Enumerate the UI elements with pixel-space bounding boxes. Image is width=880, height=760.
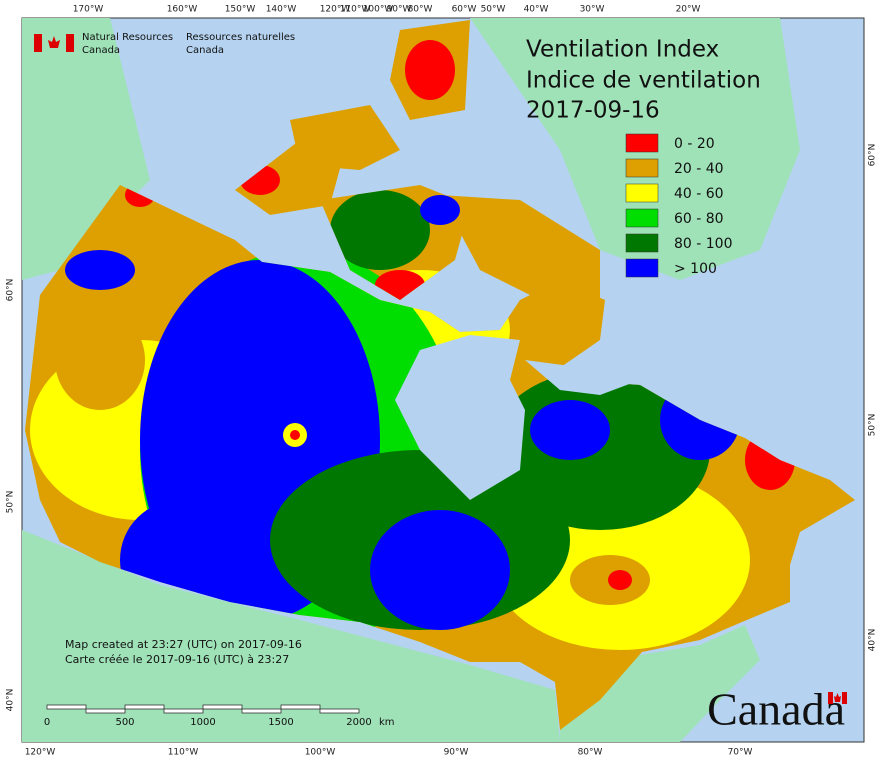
legend-swatch	[625, 258, 659, 278]
scale-unit: km	[379, 717, 395, 728]
longitude-label: 50°W	[481, 5, 506, 15]
scale-segment	[202, 704, 243, 710]
agency-fr-2: Canada	[186, 45, 224, 56]
longitude-label: 140°W	[266, 5, 297, 15]
scale-segment	[46, 704, 87, 710]
longitude-label: 110°W	[340, 5, 371, 15]
longitude-label: 160°W	[167, 5, 198, 15]
scale-label: 0	[44, 717, 50, 728]
scale-segment	[85, 708, 126, 714]
scale-label: 500	[115, 717, 134, 728]
legend-swatch	[625, 208, 659, 228]
scale-segment	[319, 708, 360, 714]
created-en: Map created at 23:27 (UTC) on 2017-09-16	[65, 638, 302, 651]
legend-swatch	[625, 233, 659, 253]
footer: Map created at 23:27 (UTC) on 2017-09-16…	[65, 638, 302, 666]
longitude-label: 120°W	[320, 5, 351, 15]
longitude-label: 110°W	[168, 748, 199, 758]
wordmark-flag	[828, 692, 847, 704]
longitude-label: 80°W	[408, 5, 433, 15]
latitude-label: 50°N	[868, 414, 878, 437]
latitude-label: 60°N	[868, 144, 878, 167]
legend-label: > 100	[674, 261, 717, 277]
latitude-label: 60°N	[6, 279, 16, 302]
longitude-label: 90°W	[444, 748, 469, 758]
longitude-label: 40°W	[524, 5, 549, 15]
legend-label: 40 - 60	[674, 186, 724, 202]
scale-bar: 0 500 1000 1500 2000 km	[44, 704, 395, 728]
legend: 0 - 20 20 - 40 40 - 60 60 - 80 80 - 100 > 100	[625, 133, 733, 278]
scale-label: 1500	[268, 717, 293, 728]
longitude-label: 90°W	[387, 5, 412, 15]
scale-segment	[241, 708, 282, 714]
scale-label: 2000	[346, 717, 371, 728]
longitude-label: 100°W	[305, 748, 336, 758]
longitude-label: 120°W	[25, 748, 56, 758]
longitude-label: 150°W	[225, 5, 256, 15]
canada-wordmark: Canada	[707, 684, 845, 735]
scale-segment	[163, 708, 204, 714]
legend-swatch	[625, 183, 659, 203]
latitude-label: 50°N	[6, 491, 16, 514]
scale-label: 1000	[190, 717, 215, 728]
longitude-label: 70°W	[728, 748, 753, 758]
latitude-label: 40°N	[868, 629, 878, 652]
header: Natural Resources Canada Ressources natu…	[34, 32, 295, 56]
title-en: Ventilation Index	[526, 37, 719, 63]
title: Ventilation Index Indice de ventilation …	[526, 37, 761, 124]
agency-en-2: Canada	[82, 45, 120, 56]
legend-label: 80 - 100	[674, 236, 733, 252]
scale-segment	[280, 704, 321, 710]
created-fr: Carte créée le 2017-09-16 (UTC) à 23:27	[65, 653, 289, 666]
longitude-label: 170°W	[73, 5, 104, 15]
legend-swatch	[625, 133, 659, 153]
longitude-label: 20°W	[676, 5, 701, 15]
legend-label: 20 - 40	[674, 161, 724, 177]
legend-label: 60 - 80	[674, 211, 724, 227]
title-fr: Indice de ventilation	[526, 68, 761, 94]
agency-en-1: Natural Resources	[82, 32, 173, 43]
longitude-label: 30°W	[580, 5, 605, 15]
graticule-labels: 170°W 160°W 150°W 140°W 120°W110°W100°W90°W8…	[6, 5, 878, 758]
legend-swatch	[625, 158, 659, 178]
title-date: 2017-09-16	[526, 98, 660, 124]
legend-label: 0 - 20	[674, 136, 715, 152]
longitude-label: 100°W	[363, 5, 394, 15]
longitude-label: 60°W	[452, 5, 477, 15]
latitude-label: 40°N	[6, 689, 16, 712]
agency-fr-1: Ressources naturelles	[186, 32, 295, 43]
longitude-label: 80°W	[578, 748, 603, 758]
scale-segment	[124, 704, 165, 710]
hudson-bay	[395, 335, 640, 500]
